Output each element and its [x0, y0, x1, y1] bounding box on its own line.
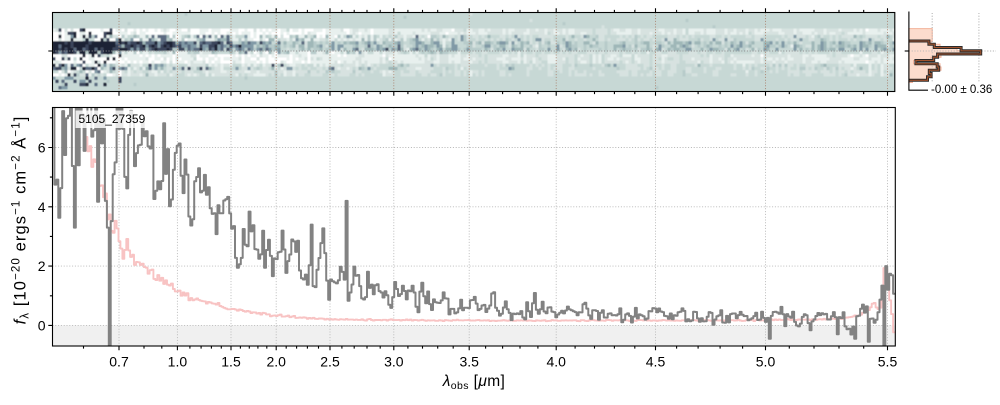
svg-text:3.0: 3.0 [384, 354, 404, 370]
svg-text:λobs [μm]: λobs [μm] [442, 373, 506, 392]
svg-text:5105_27359: 5105_27359 [79, 112, 146, 126]
svg-text:5.5: 5.5 [878, 354, 898, 370]
svg-text:1.5: 1.5 [221, 354, 241, 370]
svg-text:4: 4 [38, 199, 46, 215]
svg-text:0.7: 0.7 [109, 354, 129, 370]
svg-text:1.0: 1.0 [168, 354, 188, 370]
svg-text:0: 0 [38, 317, 46, 333]
svg-text:5.0: 5.0 [756, 354, 776, 370]
svg-text:2.5: 2.5 [320, 354, 340, 370]
svg-text:2.0: 2.0 [266, 354, 286, 370]
svg-text:4.5: 4.5 [646, 354, 666, 370]
svg-text:-0.00 ± 0.36: -0.00 ± 0.36 [931, 84, 992, 96]
svg-text:4.0: 4.0 [546, 354, 566, 370]
svg-text:3.5: 3.5 [459, 354, 479, 370]
svg-text:2: 2 [38, 258, 46, 274]
svg-text:fλ [10−20 ergs−1 cm−2 Å−1]: fλ [10−20 ergs−1 cm−2 Å−1] [11, 116, 32, 325]
svg-text:6: 6 [38, 140, 46, 156]
